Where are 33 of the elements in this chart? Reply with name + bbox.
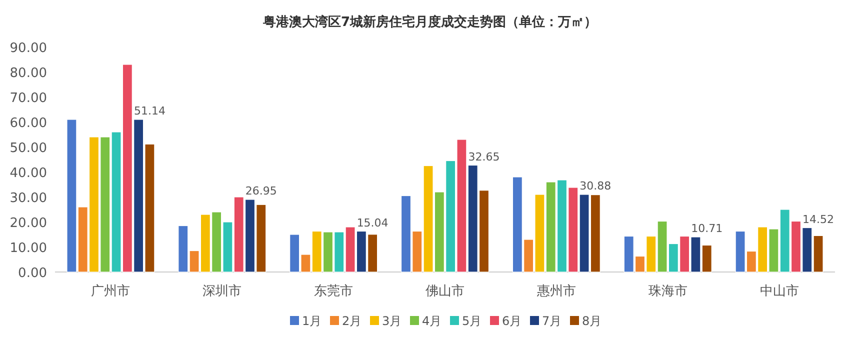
data-label: 14.52 [802,212,834,226]
legend-label: 7月 [542,314,562,328]
x-tick-label: 广州市 [91,284,130,299]
y-tick-label: 0.00 [18,266,47,281]
data-label: 32.65 [468,150,500,164]
legend-label: 3月 [382,314,402,328]
y-tick-label: 70.00 [10,91,47,106]
x-tick-label: 东莞市 [314,284,354,299]
x-tick-label: 惠州市 [536,284,576,299]
y-tick-label: 80.00 [10,66,47,81]
legend-label: 1月 [302,314,322,328]
x-tick-label: 深圳市 [202,284,242,299]
y-tick-label: 20.00 [10,216,47,231]
y-tick-label: 30.00 [10,191,47,206]
legend-label: 2月 [342,314,362,328]
data-label: 30.88 [580,180,612,192]
x-tick-label: 佛山市 [426,284,464,299]
data-label: 10.71 [691,222,723,235]
data-label: 51.14 [134,104,166,118]
data-label: 15.04 [356,216,388,230]
legend-label: 6月 [502,314,522,328]
x-tick-label: 珠海市 [648,284,688,299]
y-tick-label: 60.00 [10,116,47,131]
legend-label: 4月 [422,314,442,328]
chart-title: 粤港澳大湾区7城新房住宅月度成交走势图（单位：万㎡） [262,14,598,30]
y-tick-label: 10.00 [10,241,47,256]
y-tick-label: 50.00 [10,141,47,156]
legend-label: 8月 [582,314,602,328]
y-tick-label: 40.00 [10,166,47,181]
y-tick-label: 90.00 [10,41,47,56]
x-tick-label: 中山市 [760,284,799,299]
data-label: 26.95 [245,184,277,198]
legend-label: 5月 [462,314,482,328]
